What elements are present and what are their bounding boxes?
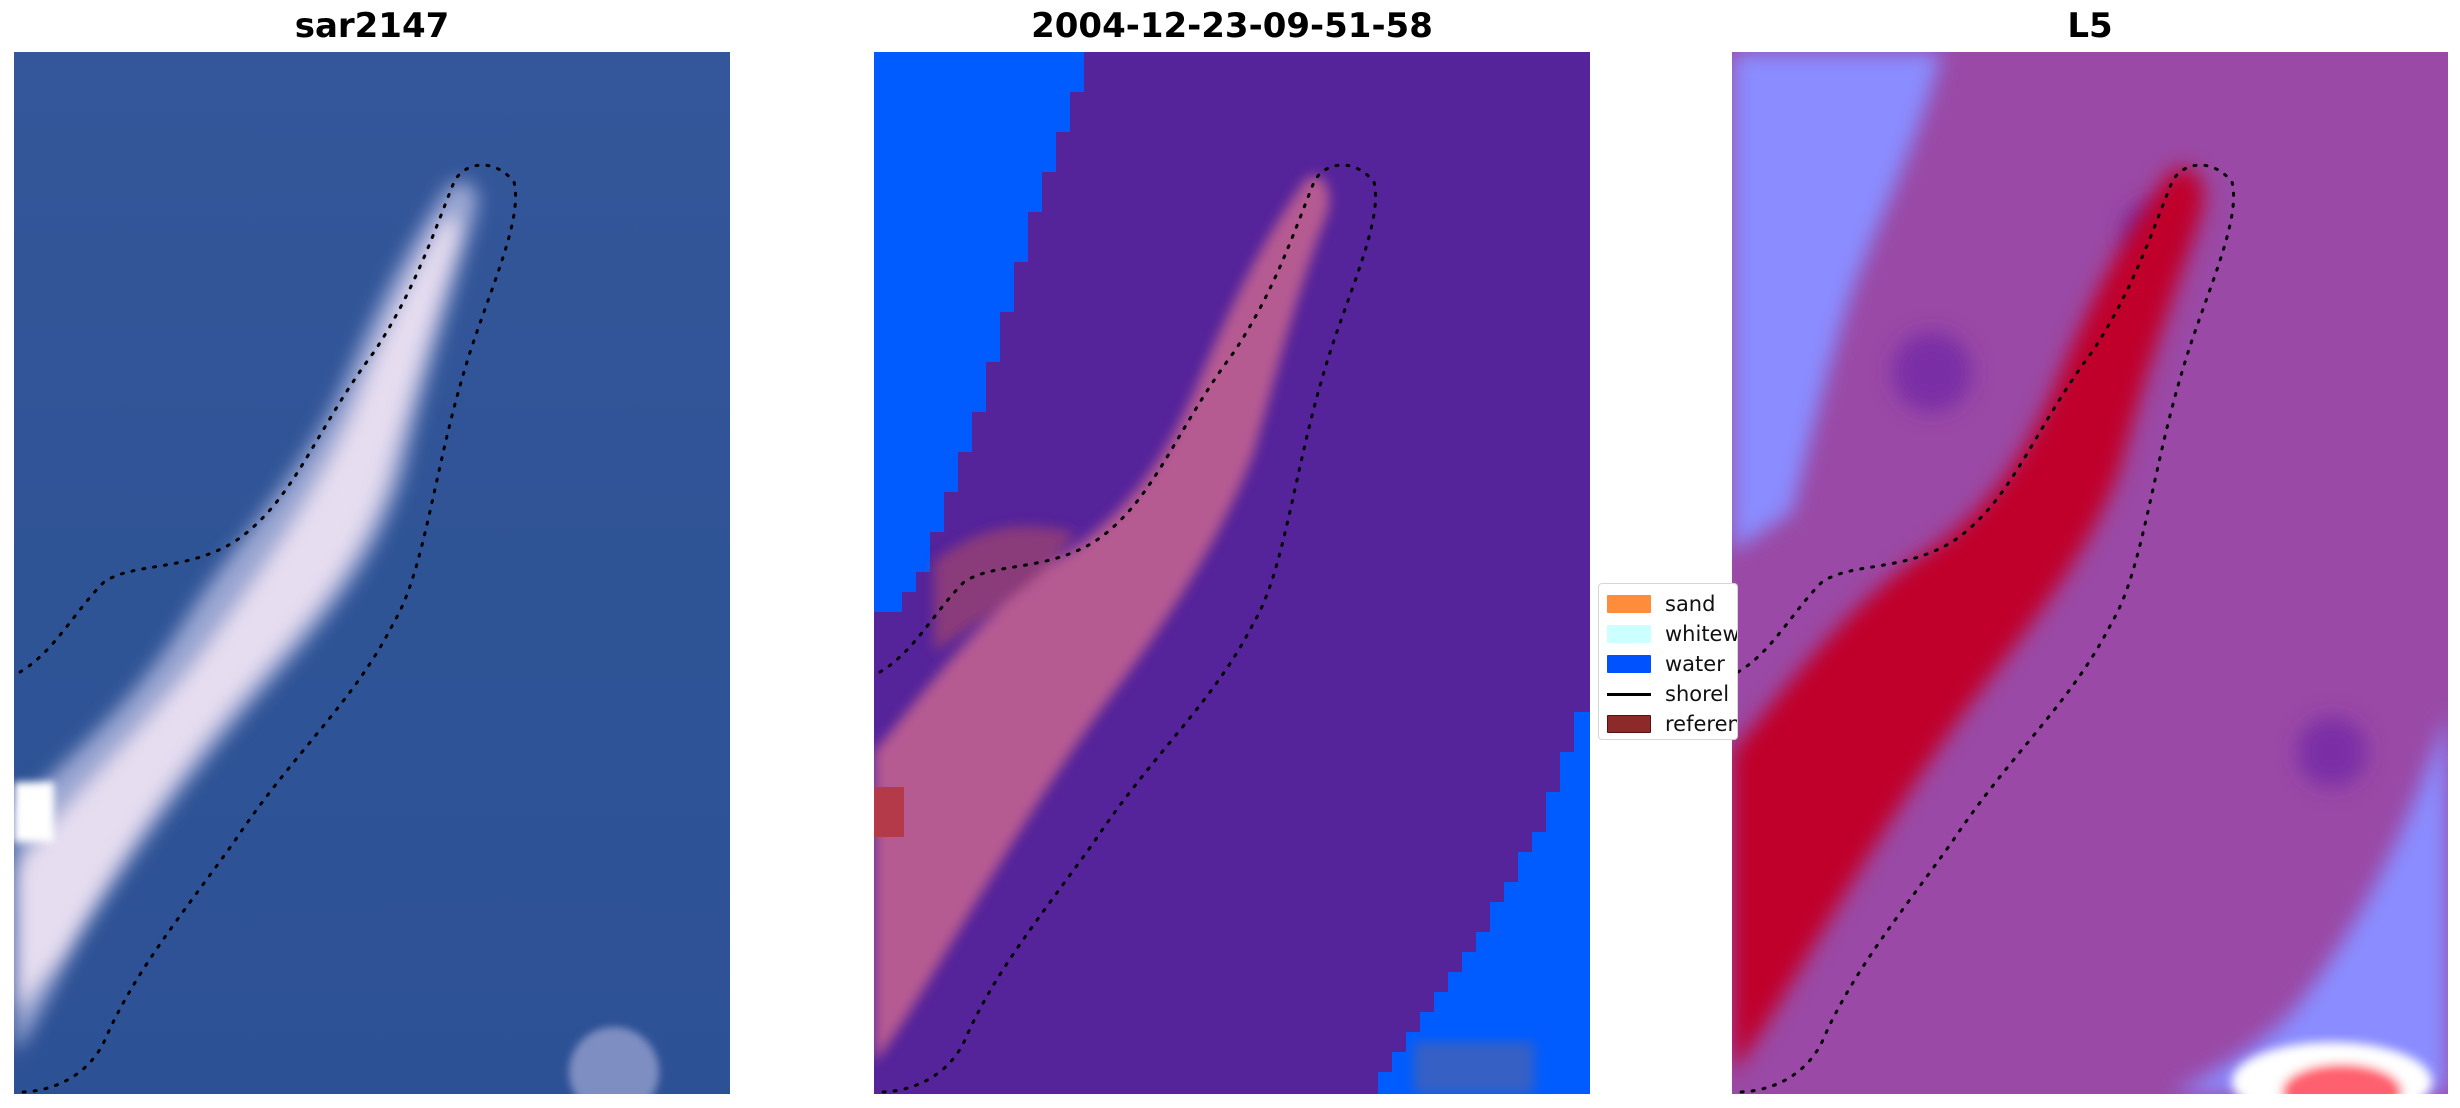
shoreline-contour — [1736, 163, 2235, 1094]
legend-line-shoreline — [1607, 692, 1651, 696]
legend-swatch-sand — [1607, 595, 1651, 613]
legend-item-sand: sand — [1607, 592, 1715, 616]
panel-title-index: L5 — [2067, 6, 2113, 46]
classified-image — [874, 52, 1590, 1094]
index-image-panel — [1732, 52, 2448, 1094]
high-index-feature — [1732, 167, 2204, 1073]
legend-label: shorel — [1665, 682, 1730, 706]
legend-swatch-water — [1607, 655, 1651, 673]
panel-title-classified: 2004-12-23-09-51-58 — [1031, 6, 1433, 46]
shoreline-contour — [878, 163, 1377, 1094]
legend-item-reference: referen — [1607, 712, 1738, 736]
water-class-top-left — [874, 52, 1084, 612]
panel-title-rgb: sar2147 — [294, 6, 450, 46]
legend-swatch-reference — [1607, 715, 1651, 733]
legend-label: sand — [1665, 592, 1716, 616]
legend-item-shoreline: shorel — [1607, 682, 1729, 706]
legend-label: water — [1665, 652, 1725, 676]
sand-bar-feature — [14, 181, 478, 1052]
legend-label: referen — [1665, 712, 1738, 736]
legend-swatch-whitewater — [1607, 625, 1651, 643]
legend-item-water: water — [1607, 652, 1725, 676]
legend-item-whitewater: whitew — [1607, 622, 1738, 646]
legend-label: whitew — [1665, 622, 1738, 646]
index-image — [1732, 52, 2448, 1094]
shoreline-contour — [18, 163, 517, 1094]
rgb-image — [14, 52, 730, 1094]
low-index-top-left — [1732, 52, 1942, 552]
rgb-image-panel — [14, 52, 730, 1094]
sand-tint-feature — [874, 175, 1330, 1063]
legend: sand whitew water shorel referen — [1598, 583, 1738, 740]
water-class-bottom-right — [1378, 712, 1590, 1094]
classified-image-panel — [874, 52, 1590, 1094]
low-index-bottom-right — [2172, 712, 2448, 1094]
